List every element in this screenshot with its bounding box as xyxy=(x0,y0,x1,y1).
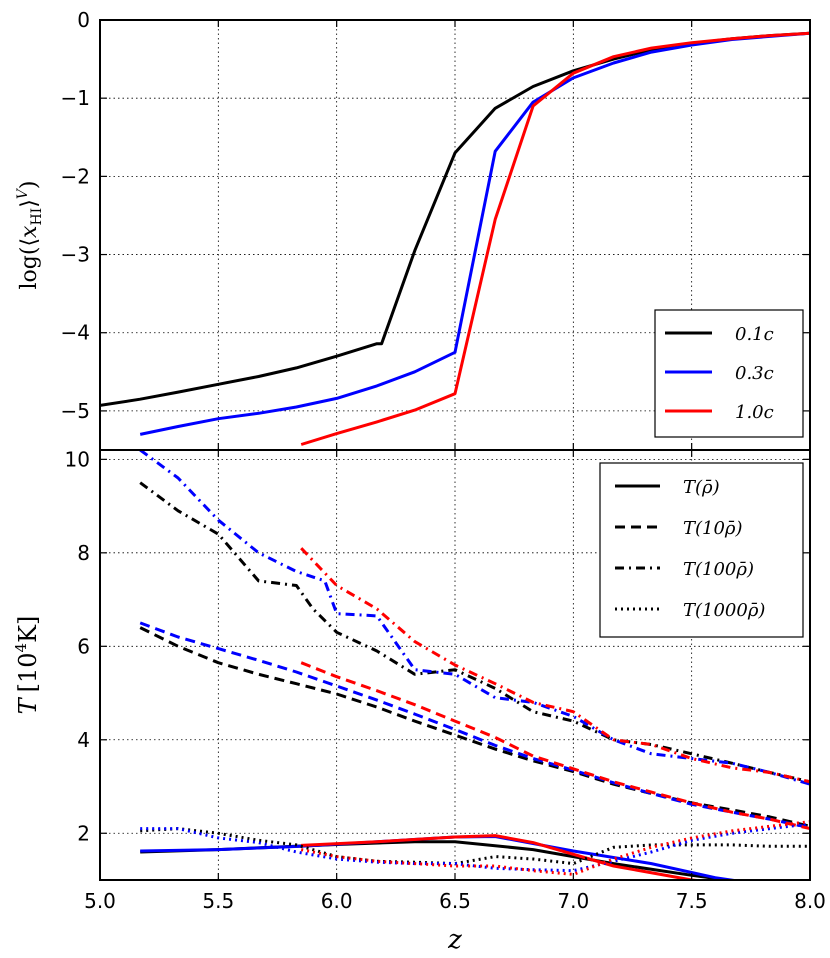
legend-label-dashdot: T(100ρ̄) xyxy=(683,559,754,580)
legend-label-solid: T(ρ̄) xyxy=(683,477,720,498)
y-tick-label: −3 xyxy=(61,243,90,267)
y-tick-label: −5 xyxy=(61,399,90,423)
x-tick-label: 6.5 xyxy=(439,889,471,913)
top-panel: 0 −1 −2 −3 −4 −5 0.1c 0.3c 1.0c log(⟨xHI⟩V) xyxy=(15,8,811,451)
y-tick-label: −4 xyxy=(61,321,90,345)
series-line-T-100-0.1c xyxy=(139,481,810,784)
x-tick-label: 7.0 xyxy=(557,889,589,913)
top-xticks xyxy=(99,20,811,450)
bottom-yticks: 2 4 6 8 10 xyxy=(65,447,810,845)
series-line-T-1000-0.1c xyxy=(140,827,810,866)
series-line-1.0c xyxy=(300,31,810,446)
legend-label-dotted: T(1000ρ̄) xyxy=(683,600,765,621)
y-tick-label: 2 xyxy=(77,821,90,845)
y-tick-label: 8 xyxy=(77,541,90,565)
bottom-ylabel: T[104K] xyxy=(12,616,42,715)
series-line-T-1.0c xyxy=(301,834,707,880)
x-tick-label: 8.0 xyxy=(794,889,826,913)
bottom-legend: T(ρ̄) T(10ρ̄) T(100ρ̄) T(1000ρ̄) xyxy=(599,462,804,638)
x-axis-label: z xyxy=(447,925,462,955)
y-tick-label: 0 xyxy=(77,8,90,32)
legend-label-0.3c: 0.3c xyxy=(735,363,774,384)
y-tick-label: 4 xyxy=(77,728,90,752)
x-tick-label: 5.5 xyxy=(202,889,234,913)
top-ylabel: log(⟨xHI⟩V) xyxy=(15,180,45,289)
y-tick-label: −2 xyxy=(61,164,90,188)
top-grid xyxy=(100,20,810,450)
x-tick-label: 5.0 xyxy=(84,889,116,913)
y-tick-label: 6 xyxy=(77,634,90,658)
y-tick-label: −1 xyxy=(61,86,90,110)
top-legend: 0.1c 0.3c 1.0c xyxy=(654,309,804,438)
bottom-xticks: 5.0 5.5 6.0 6.5 7.0 7.5 8.0 xyxy=(84,450,826,913)
series-line-T-10-1.0c xyxy=(300,661,810,831)
series-line-T-100-0.3c xyxy=(139,450,810,786)
series-line-T-10-0.1c xyxy=(139,626,810,828)
series-line-T-100-1.0c xyxy=(300,547,810,784)
series-line-0.3c xyxy=(139,31,810,436)
x-tick-label: 6.0 xyxy=(321,889,353,913)
x-tick-label: 7.5 xyxy=(676,889,708,913)
y-tick-label: 10 xyxy=(65,447,90,471)
bottom-series xyxy=(139,450,810,880)
bottom-panel: 2 4 6 8 10 5.0 5.5 6.0 6.5 7.0 7.5 8.0 T(ρ̄) T(10ρ̄… xyxy=(12,447,826,955)
series-line-T-10-0.3c xyxy=(139,621,810,830)
legend-label-0.1c: 0.1c xyxy=(735,324,774,345)
top-yticks: 0 −1 −2 −3 −4 −5 xyxy=(61,8,810,423)
series-line-T-1000-1.0c xyxy=(300,820,810,876)
series-line-T-1000-0.3c xyxy=(140,822,810,873)
legend-label-1.0c: 1.0c xyxy=(735,402,774,423)
top-series xyxy=(100,31,810,446)
legend-label-dashed: T(10ρ̄) xyxy=(683,518,743,539)
